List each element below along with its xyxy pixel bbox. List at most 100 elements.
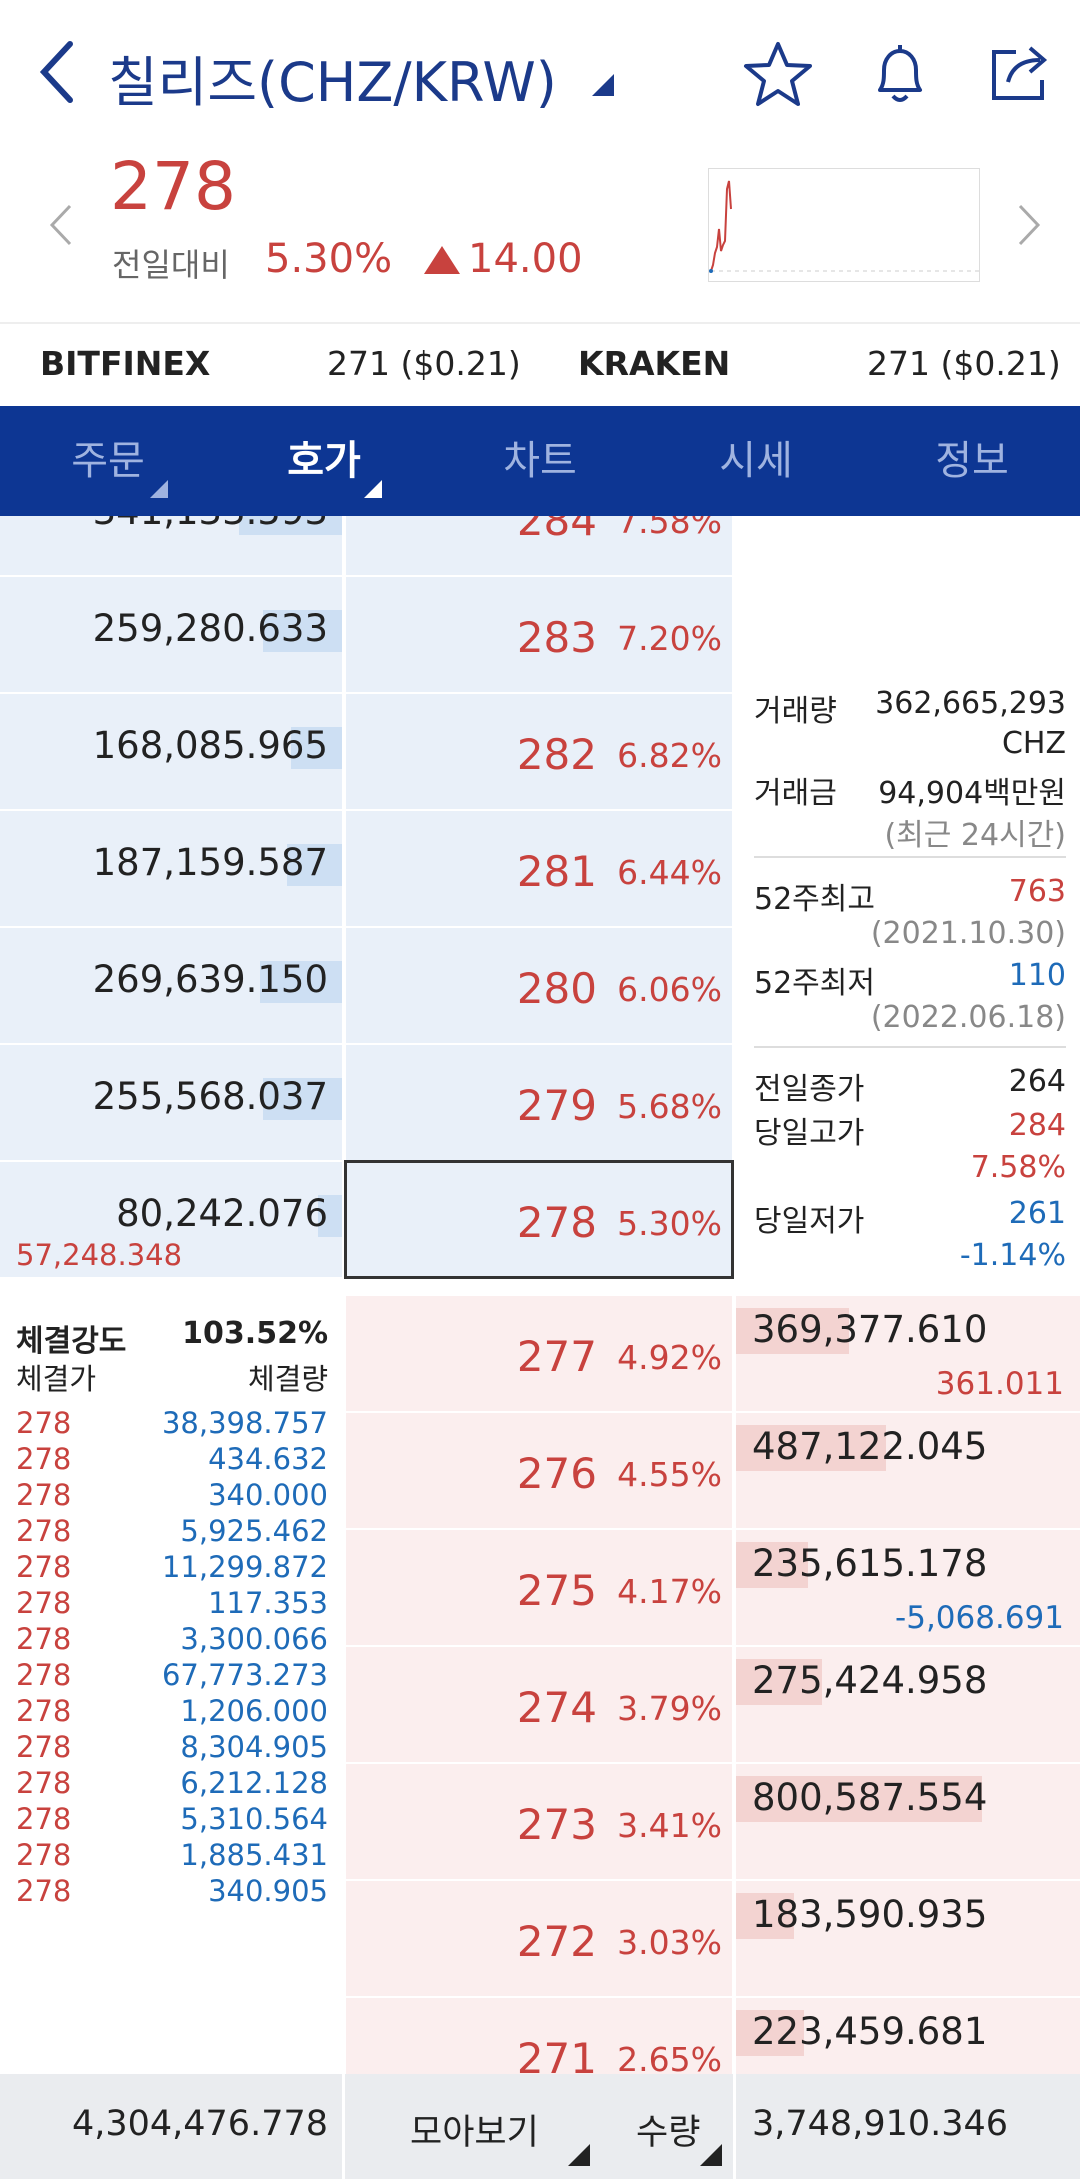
order-price: 283 xyxy=(516,613,597,662)
tab-chart[interactable]: 차트 xyxy=(432,406,648,516)
bid-volume-cell: 369,377.610 361.011 xyxy=(736,1296,1080,1411)
ask-row[interactable]: 255,568.037 279 5.68% xyxy=(0,1045,1080,1162)
bid-row[interactable]: 276 4.55% 487,122.045 xyxy=(0,1413,1080,1530)
day-high-percent: 7.58% xyxy=(970,1150,1066,1185)
ask-change-volume: 57,248.348 xyxy=(16,1238,183,1272)
amount-value: 94,904백만원 xyxy=(878,776,1066,811)
trade-price: 278 xyxy=(16,1622,72,1656)
order-price: 271 xyxy=(516,2034,597,2074)
trade-price: 278 xyxy=(16,1586,72,1620)
trade-row: 278 11,299.872 xyxy=(0,1544,342,1594)
trade-price: 278 xyxy=(16,1694,72,1728)
day-low-label: 당일저가 xyxy=(754,1204,865,1239)
high52-value: 763 xyxy=(1008,874,1066,909)
trade-qty: 1,885.431 xyxy=(180,1838,328,1872)
trade-qty: 5,310.564 xyxy=(180,1802,328,1836)
amount-label: 거래금 xyxy=(754,776,837,811)
bid-volume: 487,122.045 xyxy=(752,1425,988,1468)
high52-date: (2021.10.30) xyxy=(870,916,1066,951)
trade-price: 278 xyxy=(16,1874,72,1908)
view-mode-button[interactable]: 모아보기 xyxy=(410,2113,539,2153)
ask-row[interactable]: 168,085.965 282 6.82% xyxy=(0,694,1080,811)
bid-volume-bar xyxy=(736,1776,982,1822)
bid-volume-cell: 275,424.958 xyxy=(736,1647,1080,1762)
order-percent: 4.92% xyxy=(617,1338,722,1377)
back-icon[interactable] xyxy=(30,32,90,112)
order-percent: 3.79% xyxy=(617,1689,722,1728)
ask-volume: 168,085.965 xyxy=(92,724,328,767)
chevron-down-icon[interactable] xyxy=(592,74,614,96)
trade-price: 278 xyxy=(16,1802,72,1836)
order-price: 280 xyxy=(516,964,597,1013)
prev-close-label: 전일종가 xyxy=(754,1072,865,1107)
trade-history[interactable]: 체결강도 103.52% 체결가 체결량 278 38,398.757 278 434… xyxy=(0,1296,342,2074)
bell-icon[interactable] xyxy=(862,36,938,112)
bid-row[interactable]: 277 4.92% 369,377.610 361.011 xyxy=(0,1296,1080,1413)
orderbook[interactable]: 341,133.593 284 7.58% 259,280.633 283 7.20… xyxy=(0,516,1080,2074)
divider xyxy=(733,2074,736,2179)
trade-price: 278 xyxy=(16,1442,72,1476)
next-coin-icon[interactable] xyxy=(1010,200,1050,250)
tab-order[interactable]: 주문 xyxy=(0,406,216,516)
trade-row: 278 5,925.462 xyxy=(0,1508,342,1558)
trade-price: 278 xyxy=(16,1838,72,1872)
bid-row[interactable]: 273 3.41% 800,587.554 xyxy=(0,1764,1080,1881)
price-cell: 272 3.03% xyxy=(346,1881,732,1996)
price-cell: 280 6.06% xyxy=(346,928,732,1043)
share-icon[interactable] xyxy=(982,36,1058,112)
tab-market[interactable]: 시세 xyxy=(648,406,864,516)
trade-row: 278 38,398.757 xyxy=(0,1400,342,1450)
ask-row[interactable]: 341,133.593 284 7.58% xyxy=(0,516,1080,577)
star-icon[interactable] xyxy=(740,36,816,112)
bid-row[interactable]: 271 2.65% 223,459.681 xyxy=(0,1998,1080,2074)
ask-volume-bar xyxy=(260,961,342,1003)
order-percent: 6.44% xyxy=(617,853,722,892)
tab-bar: 주문 호가 차트 시세 정보 xyxy=(0,406,1080,516)
ask-volume-cell: 255,568.037 xyxy=(0,1045,342,1160)
mini-chart[interactable] xyxy=(708,168,980,282)
tab-orderbook[interactable]: 호가 xyxy=(216,406,432,516)
bid-change-volume: -5,068.691 xyxy=(895,1600,1064,1636)
ask-volume-cell: 168,085.965 xyxy=(0,694,342,809)
order-percent: 5.68% xyxy=(617,1087,722,1126)
price-cell: 279 5.68% xyxy=(346,1045,732,1160)
caret-icon xyxy=(568,2144,590,2166)
trade-price: 278 xyxy=(16,1658,72,1692)
trade-qty-header: 체결량 xyxy=(247,1362,328,1396)
bid-volume-bar xyxy=(736,1542,808,1588)
bid-volume: 223,459.681 xyxy=(752,2010,988,2053)
order-price: 277 xyxy=(516,1332,597,1381)
trade-price: 278 xyxy=(16,1730,72,1764)
bid-row[interactable]: 275 4.17% 235,615.178 -5,068.691 xyxy=(0,1530,1080,1647)
ask-volume-cell: 80,242.076 57,248.348 xyxy=(0,1162,342,1277)
trade-row: 278 1,885.431 xyxy=(0,1832,342,1882)
ask-volume-bar xyxy=(287,844,342,886)
trade-price-header: 체결가 xyxy=(16,1362,97,1396)
bid-volume: 183,590.935 xyxy=(752,1893,988,1936)
prev-coin-icon[interactable] xyxy=(40,200,80,250)
trade-qty: 5,925.462 xyxy=(180,1514,328,1548)
ask-volume: 259,280.633 xyxy=(92,607,328,650)
ask-row[interactable]: 187,159.587 281 6.44% xyxy=(0,811,1080,928)
trade-row: 278 6,212.128 xyxy=(0,1760,342,1810)
change-value: 14.00 xyxy=(468,236,583,282)
ask-row[interactable]: 259,280.633 283 7.20% xyxy=(0,577,1080,694)
ask-row-current[interactable]: 80,242.076 57,248.348 278 5.30% xyxy=(0,1160,1080,1279)
volume-label: 거래량 xyxy=(754,694,837,729)
low52-value: 110 xyxy=(1008,958,1066,993)
unit-button[interactable]: 수량 xyxy=(636,2113,701,2153)
price-cell: 282 6.82% xyxy=(346,694,732,809)
page-title[interactable]: 칠리즈(CHZ/KRW) xyxy=(108,51,557,114)
bid-volume: 235,615.178 xyxy=(752,1542,988,1585)
bid-row[interactable]: 274 3.79% 275,424.958 xyxy=(0,1647,1080,1764)
price-cell: 284 7.58% xyxy=(346,516,732,575)
ask-row[interactable]: 269,639.150 280 6.06% xyxy=(0,928,1080,1045)
tab-info[interactable]: 정보 xyxy=(864,406,1080,516)
exchange-price: 271 ($0.21) xyxy=(327,344,521,383)
bid-row[interactable]: 272 3.03% 183,590.935 xyxy=(0,1881,1080,1998)
ask-total: 4,304,476.778 xyxy=(71,2104,328,2144)
bid-volume-bar xyxy=(736,1308,849,1354)
day-low-value: 261 xyxy=(1008,1196,1066,1231)
trade-row: 278 1,206.000 xyxy=(0,1688,342,1738)
period-label: (최근 24시간) xyxy=(884,818,1066,853)
